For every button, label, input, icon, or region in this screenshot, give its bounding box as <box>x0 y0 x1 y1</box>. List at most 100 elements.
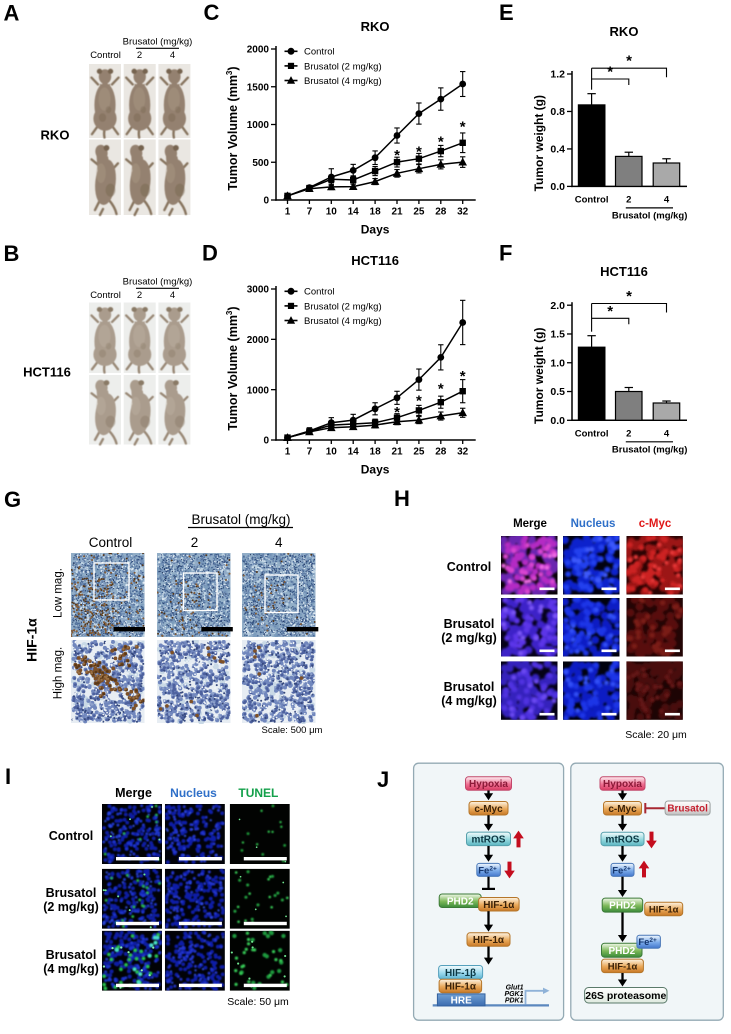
svg-text:7: 7 <box>307 207 313 218</box>
svg-text:2: 2 <box>137 50 142 61</box>
svg-text:E: E <box>499 0 514 25</box>
svg-text:Control: Control <box>49 829 93 843</box>
svg-text:Days: Days <box>361 223 390 237</box>
svg-text:mtROS: mtROS <box>606 835 640 846</box>
svg-text:Glut1: Glut1 <box>506 984 524 991</box>
svg-text:Merge: Merge <box>115 786 152 800</box>
svg-text:Hypoxia: Hypoxia <box>603 779 642 790</box>
svg-text:2000: 2000 <box>247 45 270 56</box>
svg-text:0.5: 0.5 <box>550 386 565 398</box>
svg-text:Brusatol (mg/kg): Brusatol (mg/kg) <box>612 210 687 221</box>
svg-text:HRE: HRE <box>451 995 472 1006</box>
svg-text:Nucleus: Nucleus <box>571 518 616 530</box>
svg-text:HIF-1α: HIF-1α <box>445 982 477 993</box>
svg-text:Brusatol: Brusatol <box>667 804 708 815</box>
svg-text:A: A <box>4 1 20 26</box>
svg-text:HCT116: HCT116 <box>351 253 399 268</box>
svg-text:HIF-1α: HIF-1α <box>24 618 40 662</box>
svg-text:Brusatol (mg/kg): Brusatol (mg/kg) <box>612 444 687 455</box>
svg-text:Tumor weight (g): Tumor weight (g) <box>532 328 546 424</box>
svg-text:Brusatol (4 mg/kg): Brusatol (4 mg/kg) <box>304 76 382 87</box>
svg-text:PHD2: PHD2 <box>609 901 636 912</box>
svg-text:*: * <box>460 368 466 385</box>
svg-text:Low mag.: Low mag. <box>53 568 65 618</box>
svg-text:21: 21 <box>391 207 403 218</box>
svg-text:4: 4 <box>170 50 175 61</box>
svg-text:Fe2+: Fe2+ <box>612 865 631 876</box>
svg-text:Control: Control <box>575 194 609 205</box>
svg-text:1000: 1000 <box>247 385 270 396</box>
svg-text:Tumor Volume (mm3): Tumor Volume (mm3) <box>225 306 240 430</box>
svg-text:*: * <box>416 144 422 161</box>
svg-text:RKO: RKO <box>41 128 70 143</box>
svg-text:RKO: RKO <box>610 24 639 39</box>
svg-text:Brusatol (2 mg/kg): Brusatol (2 mg/kg) <box>304 301 382 312</box>
svg-text:Fe2+: Fe2+ <box>638 937 657 948</box>
svg-text:4: 4 <box>664 428 670 439</box>
svg-text:Brusatol (4 mg/kg): Brusatol (4 mg/kg) <box>304 316 382 327</box>
svg-text:10: 10 <box>326 447 338 458</box>
svg-text:Hypoxia: Hypoxia <box>469 779 508 790</box>
svg-text:18: 18 <box>370 447 382 458</box>
svg-text:1000: 1000 <box>247 120 270 131</box>
svg-text:Merge: Merge <box>513 518 547 530</box>
svg-text:C: C <box>204 0 220 25</box>
svg-text:Brusatol: Brusatol <box>444 617 495 631</box>
svg-text:Scale: 500 μm: Scale: 500 μm <box>262 725 323 736</box>
svg-text:HIF-1α: HIF-1α <box>483 900 515 911</box>
svg-text:High mag.: High mag. <box>53 647 65 699</box>
svg-text:*: * <box>394 404 400 421</box>
svg-text:25: 25 <box>413 207 425 218</box>
svg-text:4: 4 <box>170 290 175 301</box>
svg-text:PHD2: PHD2 <box>447 896 474 907</box>
svg-text:Brusatol: Brusatol <box>46 948 97 962</box>
svg-text:*: * <box>607 303 613 320</box>
svg-text:1: 1 <box>285 447 291 458</box>
svg-text:Brusatol (2 mg/kg): Brusatol (2 mg/kg) <box>304 61 382 72</box>
svg-text:Brusatol (mg/kg): Brusatol (mg/kg) <box>123 37 193 48</box>
svg-text:c-Myc: c-Myc <box>474 804 503 815</box>
svg-text:7: 7 <box>307 447 313 458</box>
svg-text:0.4: 0.4 <box>550 144 565 156</box>
svg-text:*: * <box>607 64 613 81</box>
svg-text:10: 10 <box>326 207 338 218</box>
svg-text:500: 500 <box>252 158 269 169</box>
svg-text:0: 0 <box>263 436 269 447</box>
svg-text:1.2: 1.2 <box>550 69 565 81</box>
svg-text:B: B <box>4 241 20 266</box>
svg-text:2: 2 <box>137 290 142 301</box>
svg-text:2: 2 <box>626 428 631 439</box>
svg-text:HIF-1α: HIF-1α <box>473 935 505 946</box>
svg-text:Nucleus: Nucleus <box>170 786 217 800</box>
svg-text:3000: 3000 <box>247 285 270 296</box>
svg-text:Tumor weight (g): Tumor weight (g) <box>532 95 546 191</box>
svg-text:28: 28 <box>435 447 447 458</box>
svg-text:mtROS: mtROS <box>472 835 506 846</box>
svg-text:18: 18 <box>370 207 382 218</box>
svg-text:2: 2 <box>191 535 199 550</box>
svg-text:*: * <box>626 53 632 70</box>
svg-text:I: I <box>5 764 11 789</box>
svg-text:4: 4 <box>275 535 283 550</box>
svg-text:*: * <box>438 134 444 151</box>
svg-text:HIF-1α: HIF-1α <box>608 961 638 972</box>
svg-text:0.8: 0.8 <box>550 106 565 118</box>
svg-text:Brusatol: Brusatol <box>46 886 97 900</box>
svg-text:Control: Control <box>90 50 121 61</box>
svg-text:*: * <box>438 381 444 398</box>
svg-text:RKO: RKO <box>361 19 390 34</box>
svg-text:Control: Control <box>90 290 121 301</box>
svg-text:PGK1: PGK1 <box>504 991 523 998</box>
svg-text:H: H <box>394 486 410 511</box>
svg-text:Brusatol: Brusatol <box>444 680 495 694</box>
svg-text:2000: 2000 <box>247 335 270 346</box>
svg-text:Control: Control <box>447 560 491 574</box>
svg-text:26S proteasome: 26S proteasome <box>585 990 666 1002</box>
svg-text:Scale: 50 μm: Scale: 50 μm <box>227 996 289 1008</box>
svg-text:Control: Control <box>89 535 133 550</box>
svg-text:1.0: 1.0 <box>550 357 565 369</box>
svg-text:0.0: 0.0 <box>550 415 565 427</box>
svg-text:*: * <box>394 147 400 164</box>
svg-text:HCT116: HCT116 <box>600 264 648 279</box>
svg-text:0.0: 0.0 <box>550 181 565 193</box>
